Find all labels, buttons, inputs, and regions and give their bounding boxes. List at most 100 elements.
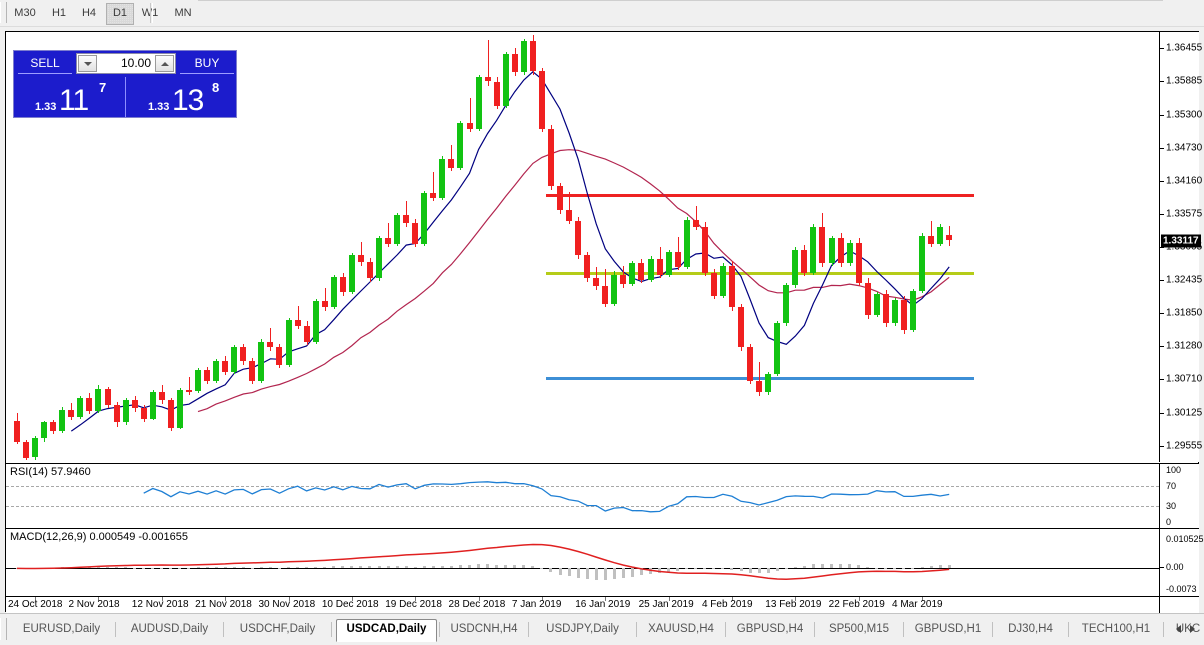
buy-button[interactable]: BUY [180,54,234,74]
candle-body [276,347,283,365]
timeframe-toolbar: M30 H1 H4 D1 W1 MN [0,0,1204,27]
candle-body [303,325,310,342]
tab-usdchf-daily[interactable]: USDCHF,Daily [239,623,316,635]
price-scale[interactable]: 1.36455 1.35885 1.35300 1.34730 1.34160 1.335… [1159,32,1203,462]
timeframe-button-h1[interactable]: H1 [51,7,67,19]
tab-dj30-h4[interactable]: DJ30,H4 [1008,623,1053,635]
tab-tech100-h1[interactable]: TECH100,H1 [1081,623,1151,635]
candle-body [511,53,518,73]
candle-body [312,301,319,342]
tab-gbpusd-h4[interactable]: GBPUSD,H4 [736,623,804,635]
price-tick [1160,114,1164,116]
macd-histogram-bar [621,568,625,579]
date-tick [161,597,163,601]
date-tick [858,597,860,601]
candle-wick [388,223,390,248]
candle-body [747,347,754,381]
tab-separator [725,622,726,637]
timeframe-button-h4[interactable]: H4 [81,7,97,19]
rsi-scale[interactable]: 100 70 30 0 [1159,463,1199,528]
date-tick [35,597,37,601]
date-tick [541,597,543,601]
candle-body [267,341,274,348]
symbol-tab-bar: EURUSD,Daily AUDUSD,Daily USDCHF,Daily USDC… [0,613,1204,645]
rsi-axis-label: 30 [1166,501,1177,512]
candle-body [14,420,20,442]
candle-body [366,262,373,279]
macd-histogram-bar [649,568,652,574]
chart-frame: USDCAD,Daily 1.33217 1.33369 1.33017 1.3… [5,31,1204,613]
price-tick [1160,247,1164,248]
tab-usdcad-daily[interactable]: USDCAD,Daily [336,619,437,642]
volume-input[interactable]: 10.00 [76,53,176,74]
tab-usdjpy-daily[interactable]: USDJPY,Daily [546,623,619,635]
candle-body [59,409,66,432]
macd-histogram-bar [232,566,236,569]
candle-body [728,265,735,308]
macd-histogram-bar [413,566,417,569]
candle-wick [406,201,408,227]
tabbar-grip[interactable] [0,618,7,640]
tab-sp500-m15[interactable]: SP500,M15 [828,623,890,635]
candle-body [946,234,953,241]
macd-scale[interactable]: 0.010525 0.00 -0.0073 [1159,528,1204,596]
sell-button[interactable]: SELL [18,54,72,74]
volume-value: 10.00 [120,56,151,70]
volume-increase-button[interactable] [155,55,174,72]
rsi-label: RSI(14) 57.9460 [10,466,91,478]
candle-body [448,158,455,168]
date-label: 2 Nov 2018 [68,599,120,610]
price-label: 1.32435 [1166,274,1203,286]
candle-body [701,226,708,273]
candle-body [475,76,482,129]
tab-usdcnh-h4[interactable]: USDCNH,H4 [450,623,518,635]
macd-axis-label: -0.0073 [1166,584,1197,594]
toolbar-grip[interactable] [0,2,7,23]
tab-separator [1163,622,1164,637]
macd-histogram-bar [259,567,263,569]
macd-histogram-bar [612,568,616,580]
price-label: 1.35885 [1166,75,1203,87]
macd-histogram-bar [558,568,562,575]
timeframe-button-d1[interactable]: D1 [106,3,134,25]
macd-histogram-bar [676,568,680,571]
macd-histogram-bar [793,566,797,569]
macd-histogram-bar [142,568,146,570]
buy-price-display[interactable]: 1.33 13 8 [126,77,236,117]
macd-histogram-bar [395,565,399,569]
macd-histogram-bar [748,568,752,573]
candle-body [131,400,138,409]
timeframe-button-m30[interactable]: M30 [14,7,36,19]
candle-body [538,71,545,129]
volume-decrease-button[interactable] [78,55,97,72]
macd-pane[interactable]: MACD(12,26,9) 0.000549 -0.001655 [6,528,1159,596]
midline-yellow[interactable] [546,271,974,275]
sell-price-display[interactable]: 1.33 11 7 [15,77,126,117]
candle-body [41,422,48,439]
candle-body [620,274,627,285]
tab-gbpusd-h1[interactable]: GBPUSD,H1 [914,623,982,635]
candle-body [321,301,328,308]
tab-ukc[interactable]: UKC [1175,623,1201,635]
arrow-left-icon[interactable] [1176,625,1181,633]
candle-body [466,122,473,129]
arrow-right-icon[interactable] [1190,625,1195,633]
tab-eurusd-daily[interactable]: EURUSD,Daily [22,623,101,635]
macd-histogram-bar [96,566,100,569]
candle-wick [759,362,761,396]
tab-separator [903,622,904,637]
rsi-pane[interactable]: RSI(14) 57.9460 [6,463,1159,528]
date-label: 19 Dec 2018 [385,599,442,610]
candle-body [656,258,663,275]
tab-separator [223,622,224,637]
date-tick [288,597,290,601]
price-label: 1.29555 [1166,440,1203,452]
date-axis[interactable]: 24 Oct 2018 2 Nov 2018 12 Nov 2018 21 Nov 2… [6,596,1159,613]
timeframe-button-mn[interactable]: MN [174,7,192,19]
macd-histogram-bar [567,568,571,577]
tab-audusd-daily[interactable]: AUDUSD,Daily [130,623,209,635]
tab-xauusd-h4[interactable]: XAUUSD,H4 [648,623,714,635]
date-tick [351,597,353,601]
resistance-line-red[interactable] [546,194,974,198]
candle-body [557,186,563,211]
